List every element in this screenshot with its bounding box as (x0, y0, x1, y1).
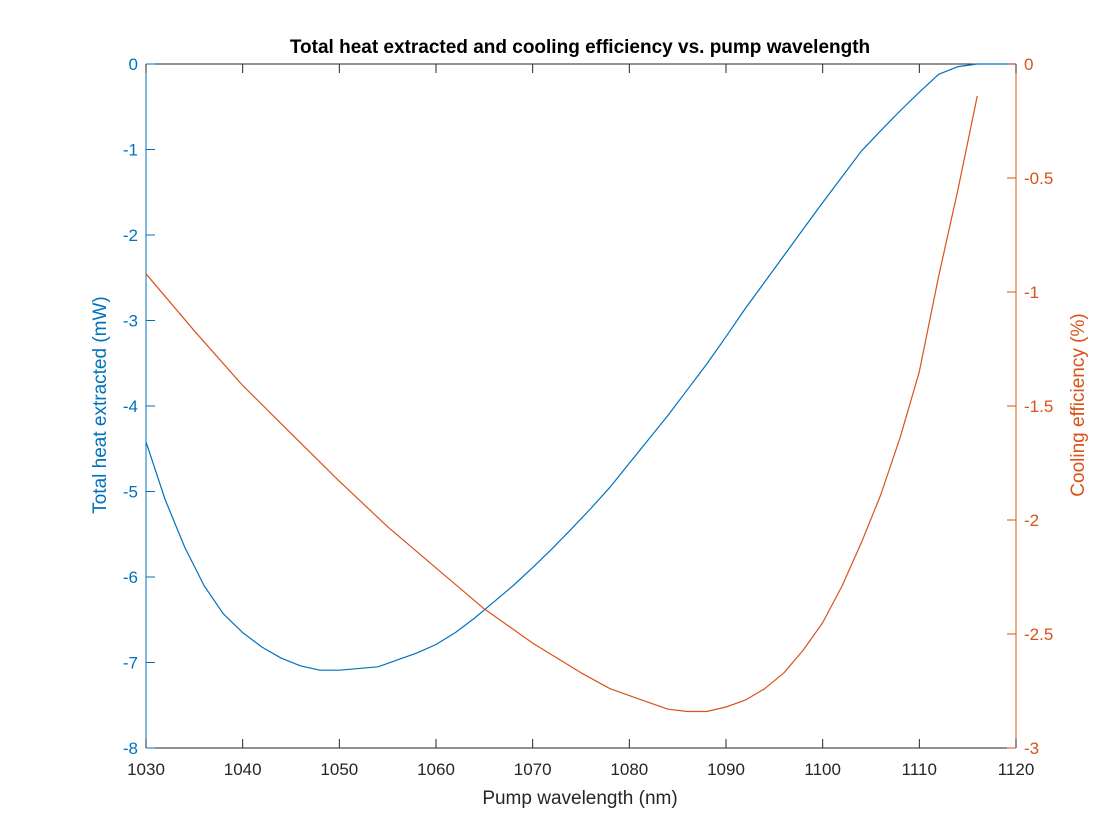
y-left-tick-label: -5 (123, 483, 138, 502)
x-tick-label: 1040 (224, 760, 262, 779)
y-left-tick-label: -8 (123, 739, 138, 758)
plot-series (146, 64, 1016, 712)
y-right-tick-label: -2.5 (1024, 625, 1053, 644)
x-tick-label: 1090 (707, 760, 745, 779)
x-tick-label: 1100 (804, 760, 841, 779)
x-axis-label: Pump wavelength (nm) (482, 788, 677, 809)
chart-title: Total heat extracted and cooling efficie… (290, 37, 870, 58)
y-left-tick-label: -4 (123, 397, 138, 416)
plot-axes (146, 64, 1016, 748)
x-tick-label: 1120 (998, 760, 1035, 779)
y-right-tick-label: -1.5 (1024, 397, 1053, 416)
y-right-tick-label: -3 (1024, 739, 1039, 758)
x-tick-label: 1110 (902, 760, 937, 779)
y-axis-left-label: Total heat extracted (mW) (90, 296, 111, 514)
y-left-tick-label: -3 (123, 312, 138, 331)
x-tick-label: 1060 (417, 760, 455, 779)
y-left-tick-label: -2 (123, 226, 138, 245)
y-right-tick-label: -2 (1024, 511, 1039, 530)
y-right-tick-label: 0 (1024, 55, 1033, 74)
y-left-tick-label: -1 (123, 141, 138, 160)
x-tick-label: 1070 (514, 760, 552, 779)
y-axis-right-label: Cooling efficiency (%) (1068, 313, 1089, 496)
x-tick-label: 1030 (127, 760, 165, 779)
y-left-tick-label: 0 (129, 55, 138, 74)
y-left-tick-label: -7 (123, 654, 138, 673)
y-right-tick-label: -0.5 (1024, 169, 1053, 188)
series-line-cooling-efficiency (146, 96, 977, 712)
x-tick-label: 1080 (610, 760, 648, 779)
axis-ticks: 1030 1040 1050 1060 1070 1080 1090 1100 1110 1120… (123, 55, 1053, 779)
series-line-heat-extracted (146, 64, 1016, 670)
y-right-tick-label: -1 (1024, 283, 1039, 302)
x-tick-label: 1050 (320, 760, 358, 779)
y-left-tick-label: -6 (123, 568, 138, 587)
